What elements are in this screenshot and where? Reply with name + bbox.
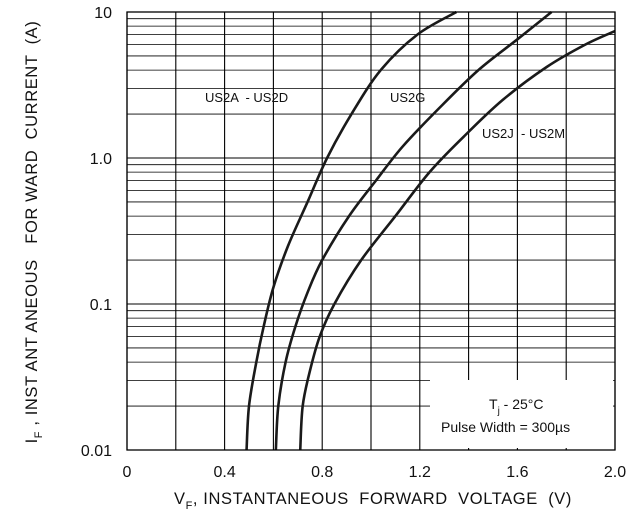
series-line-2: [274, 10, 553, 451]
note-background: [430, 380, 613, 448]
y-tick-label: 1.0: [90, 151, 112, 168]
series-labels: US2A - US2D US2G US2J - US2M: [205, 90, 565, 141]
series-label-us2a-us2d: US2A - US2D: [205, 90, 288, 105]
y-tick-labels: 0.01 0.1 1.0 10: [81, 5, 112, 460]
x-tick-label: 1.2: [409, 464, 431, 481]
x-axis-title: VF, INSTANTANEOUS FORWARD VOLTAGE (V): [174, 490, 572, 512]
series-line-1: [245, 10, 458, 451]
y-tick-label: 0.01: [81, 443, 112, 460]
y-axis-title: IF , INST ANT ANEOUS FOR WARD CURRENT (A…: [23, 21, 45, 444]
x-tick-label: 0: [123, 464, 132, 481]
pulse-width-note: Pulse Width = 300µs: [441, 419, 570, 435]
x-tick-label: 1.6: [506, 464, 528, 481]
series-label-us2g: US2G: [390, 90, 425, 105]
y-tick-label: 0.1: [90, 297, 112, 314]
x-tick-label: 2.0: [604, 464, 626, 481]
junction-temperature-note: Tj - 25°C: [489, 396, 544, 417]
test-conditions-note: Tj - 25°C Pulse Width = 300µs: [430, 380, 613, 448]
y-tick-label: 10: [94, 5, 112, 22]
x-tick-labels: 0 0.4 0.8 1.2 1.6 2.0: [123, 464, 627, 481]
series-curves: [245, 10, 616, 451]
series-label-us2j-us2m: US2J - US2M: [482, 126, 565, 141]
x-tick-label: 0.4: [213, 464, 235, 481]
plot-frame: [126, 11, 616, 451]
x-tick-label: 0.8: [311, 464, 333, 481]
series-line-3: [298, 29, 616, 451]
